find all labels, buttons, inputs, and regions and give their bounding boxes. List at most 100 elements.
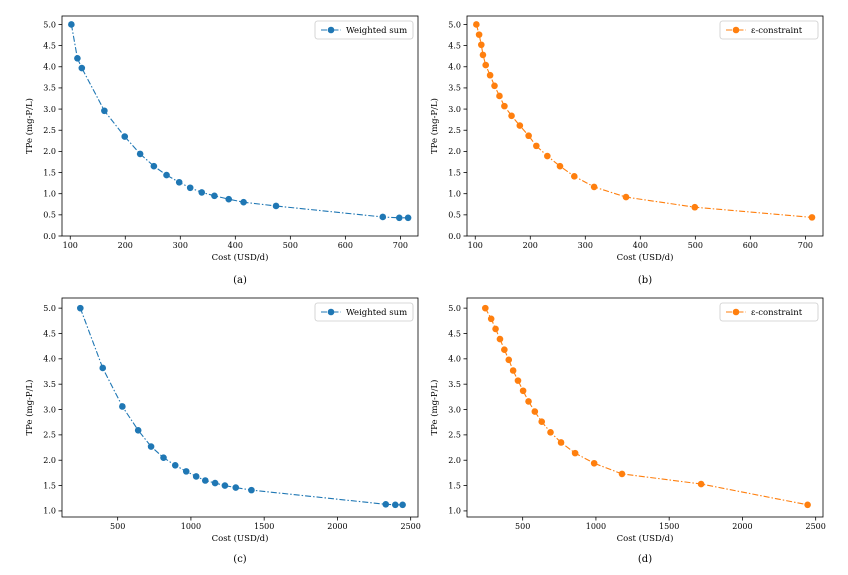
x-tick-label: 500 xyxy=(283,241,298,250)
x-tick-label: 2000 xyxy=(327,522,347,531)
legend-label: Weighted sum xyxy=(346,26,407,36)
y-tick-label: 2.5 xyxy=(448,126,461,135)
series-line xyxy=(484,307,808,506)
data-point xyxy=(618,470,626,478)
x-tick-label: 700 xyxy=(798,241,813,250)
y-tick-label: 5.0 xyxy=(448,304,461,313)
data-point xyxy=(590,459,598,467)
series-line xyxy=(70,24,409,219)
subplot-c: 500 1000 1500 2000 2500 1.0 1.5 2.0 2.5 3.0 3.5 4.0… xyxy=(24,297,421,565)
legend: ε-constraint xyxy=(719,20,819,40)
data-point xyxy=(77,304,84,312)
x-tick-label: 600 xyxy=(743,241,758,250)
data-point xyxy=(486,71,494,79)
y-tick-label: 3.0 xyxy=(43,105,56,114)
data-point xyxy=(508,112,515,120)
data-point xyxy=(134,427,142,434)
data-point xyxy=(808,214,816,221)
data-point xyxy=(622,193,630,201)
x-tick-label: 200 xyxy=(523,241,538,250)
y-tick-label: 5.0 xyxy=(448,20,461,29)
series-line xyxy=(475,24,813,218)
y-tick-label: 1.0 xyxy=(43,507,56,516)
data-point xyxy=(531,408,539,415)
data-point xyxy=(175,178,183,186)
data-point xyxy=(379,213,387,221)
data-point xyxy=(492,325,499,333)
x-tick-label: 100 xyxy=(468,241,483,250)
data-point xyxy=(232,484,240,491)
subplot-d: 500 1000 1500 2000 2500 1.0 1.5 2.0 2.5 3.0 3.5 4.0… xyxy=(429,297,826,565)
legend-marker xyxy=(327,26,335,34)
y-tick-label: 4.5 xyxy=(448,41,461,50)
subplot-b: 100 200 300 400 500 600 700 0.0 0.5 1.0 1.5 2.0 2.5 3… xyxy=(429,15,824,286)
data-point xyxy=(519,387,527,395)
y-axis-label: TPe (mg-P/L) xyxy=(429,98,440,154)
legend-box xyxy=(719,20,819,40)
data-point xyxy=(475,31,483,38)
y-tick-label: 5.0 xyxy=(43,20,56,29)
y-tick-label: 4.0 xyxy=(43,355,56,364)
x-tick-label: 1000 xyxy=(181,522,201,531)
data-point xyxy=(182,468,190,475)
data-point xyxy=(395,214,403,222)
y-tick-label: 4.5 xyxy=(43,329,56,338)
legend: ε-constraint xyxy=(719,302,819,322)
x-tick-label: 600 xyxy=(338,241,353,250)
legend-marker xyxy=(732,26,740,34)
y-tick-label: 3.0 xyxy=(448,105,461,114)
data-point xyxy=(391,501,399,509)
data-point xyxy=(211,192,218,200)
y-tick-label: 2.0 xyxy=(43,147,56,156)
x-tick-label: 1500 xyxy=(254,522,274,531)
x-axis-label: Cost (USD/d) xyxy=(212,252,269,263)
data-point xyxy=(804,501,811,509)
data-point xyxy=(68,21,75,28)
x-tick-label: 500 xyxy=(110,522,125,531)
x-tick-label: 300 xyxy=(173,241,188,250)
data-point xyxy=(404,214,412,222)
data-point xyxy=(248,486,255,494)
data-point xyxy=(201,477,209,484)
axes-frame xyxy=(466,15,824,237)
data-point xyxy=(171,461,179,469)
y-tick-label: 3.5 xyxy=(448,84,461,93)
data-point xyxy=(525,398,532,405)
y-tick-label: 1.5 xyxy=(448,168,461,177)
data-point xyxy=(136,150,144,158)
data-point xyxy=(514,377,522,384)
data-point xyxy=(78,64,86,72)
y-tick-label: 2.0 xyxy=(43,456,56,465)
data-point xyxy=(544,152,551,160)
y-tick-label: 2.0 xyxy=(448,147,461,156)
legend-label: ε-constraint xyxy=(751,308,803,318)
y-tick-label: 2.0 xyxy=(448,456,461,465)
data-point xyxy=(119,403,126,410)
series-line xyxy=(79,307,403,506)
y-tick-label: 3.0 xyxy=(448,405,461,414)
data-point xyxy=(147,443,155,450)
subplot-a: 100 200 300 400 500 600 700 0.0 0.5 1.0 1.5 2.0 2.5 3… xyxy=(24,15,419,286)
axes-frame xyxy=(466,297,824,518)
data-point xyxy=(482,61,490,69)
subplot-caption: (c) xyxy=(233,554,247,565)
y-tick-label: 1.5 xyxy=(448,481,461,490)
y-tick-label: 3.0 xyxy=(43,405,56,414)
data-point xyxy=(150,162,158,170)
data-point xyxy=(557,439,565,446)
y-axis-label: TPe (mg-P/L) xyxy=(429,380,440,436)
subplot-caption: (a) xyxy=(233,275,247,286)
y-tick-label: 1.0 xyxy=(448,507,461,516)
data-point xyxy=(482,304,489,312)
y-tick-label: 1.0 xyxy=(448,189,461,198)
subplot-caption: (b) xyxy=(638,275,652,286)
y-tick-label: 2.5 xyxy=(43,431,56,440)
data-point xyxy=(570,173,578,180)
subplot-caption: (d) xyxy=(638,554,652,565)
y-tick-label: 0.0 xyxy=(43,232,56,241)
y-tick-label: 2.5 xyxy=(43,126,56,135)
data-point xyxy=(399,501,406,509)
y-tick-label: 2.5 xyxy=(448,431,461,440)
legend-label: ε-constraint xyxy=(751,26,803,36)
data-point xyxy=(473,21,480,28)
